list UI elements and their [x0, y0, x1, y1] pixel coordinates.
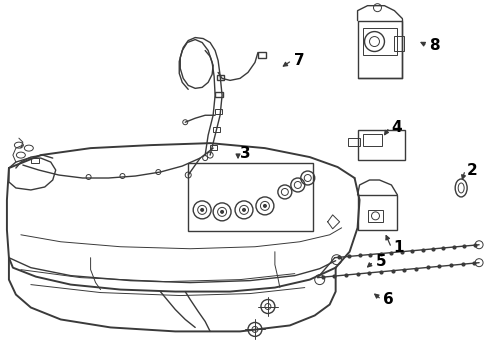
Bar — [368, 210, 384, 222]
Text: 2: 2 — [467, 162, 478, 177]
Circle shape — [220, 210, 223, 213]
Bar — [394, 36, 404, 50]
Bar — [258, 53, 266, 58]
Text: 1: 1 — [393, 240, 404, 255]
Circle shape — [264, 204, 267, 207]
Bar — [210, 145, 217, 150]
Bar — [363, 134, 383, 146]
Bar — [215, 92, 223, 97]
Bar — [215, 109, 222, 114]
Bar — [347, 138, 360, 146]
Text: 6: 6 — [384, 292, 394, 307]
Text: 8: 8 — [429, 38, 440, 53]
Text: 7: 7 — [294, 53, 304, 68]
Bar — [31, 158, 39, 163]
Circle shape — [243, 208, 245, 211]
Bar — [363, 28, 397, 55]
Bar — [188, 163, 313, 231]
Text: 5: 5 — [375, 254, 386, 269]
Text: 4: 4 — [392, 120, 402, 135]
Circle shape — [201, 208, 204, 211]
Bar — [358, 195, 397, 230]
Text: 3: 3 — [240, 145, 251, 161]
Bar — [213, 127, 220, 132]
Bar — [358, 21, 402, 78]
Bar — [358, 130, 405, 160]
Bar — [217, 75, 224, 80]
